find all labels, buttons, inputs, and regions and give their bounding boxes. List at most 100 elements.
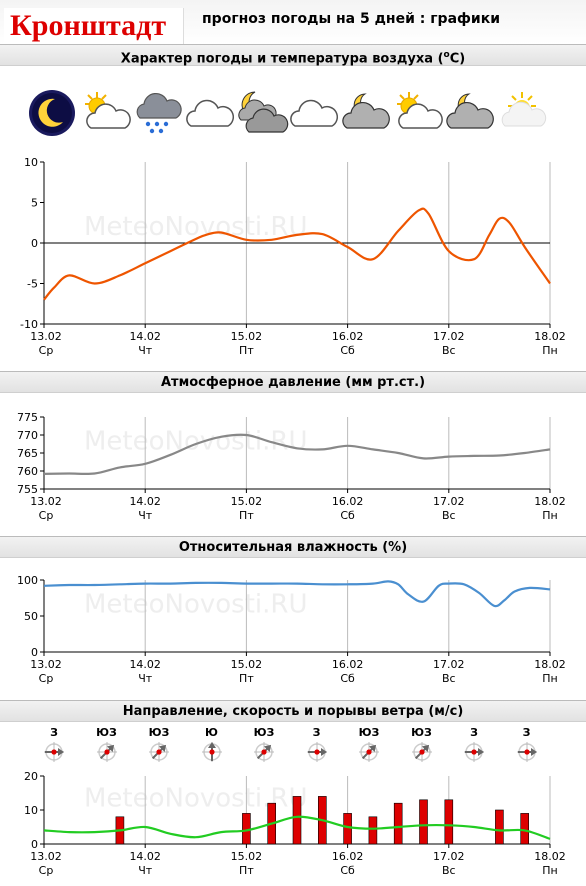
cloud-icon	[183, 88, 237, 142]
sun-cloud-icon	[79, 88, 133, 142]
gust-bar	[444, 799, 454, 845]
x-day-label: Вс	[442, 509, 456, 522]
wind-section-title: Направление, скорость и порывы ветра (м/…	[0, 700, 586, 722]
y-tick-label: 10	[24, 156, 38, 169]
pressure-line	[43, 433, 551, 476]
x-day-label: Пн	[542, 864, 557, 877]
wind-direction-item: ЮЗ	[87, 726, 127, 763]
x-date-label: 17.02	[433, 330, 465, 343]
gust-bar	[343, 813, 352, 845]
y-tick-label: 10	[24, 804, 38, 817]
x-date-label: 14.02	[129, 658, 161, 671]
wind-direction-label: ЮЗ	[253, 726, 275, 739]
gust-bar	[520, 813, 530, 845]
wind-direction-label: З	[50, 726, 58, 739]
x-date-label: 13.02	[30, 495, 62, 508]
y-tick-label: 775	[17, 411, 38, 424]
gust-bar	[292, 796, 302, 845]
weather-icon-row	[0, 88, 586, 144]
y-tick-label: 50	[24, 610, 38, 623]
sun-haze-icon	[495, 88, 549, 142]
gust-bar	[495, 809, 504, 845]
x-date-label: 15.02	[231, 495, 263, 508]
watermark: MeteoNovosti.RU	[84, 589, 308, 619]
temperature-section-title: Характер погоды и температура воздуха (o…	[0, 44, 586, 66]
gust-bar	[419, 799, 428, 845]
wind-direction-label: ЮЗ	[411, 726, 432, 739]
watermark: MeteoNovosti.RU	[84, 426, 308, 456]
pressure-section-title: Атмосферное давление (мм рт.ст.)	[0, 371, 586, 393]
x-day-label: Пт	[239, 672, 254, 685]
gust-bar	[368, 816, 378, 845]
x-day-label: Пт	[239, 864, 254, 877]
wind-direction-row: З ЮЗ ЮЗ Ю ЮЗ З ЮЗ ЮЗ З З	[0, 726, 586, 766]
humidity-section-title: Относительная влажность (%)	[0, 536, 586, 558]
x-date-label: 18.02	[534, 850, 566, 863]
temperature-title-unit: C)	[449, 51, 466, 67]
x-day-label: Пт	[239, 344, 254, 357]
x-date-label: 16.02	[332, 495, 364, 508]
wind-direction-label: З	[470, 726, 478, 739]
temperature-line	[43, 207, 551, 301]
y-tick-label: 100	[17, 574, 38, 587]
wind-direction-label: ЮЗ	[148, 726, 170, 739]
wind-arrow-icon	[244, 741, 284, 763]
wind-direction-label: Ю	[205, 726, 218, 739]
wind-direction-item: З	[34, 726, 74, 763]
y-tick-label: -10	[20, 318, 38, 331]
moon-cloud-icon	[339, 88, 393, 142]
x-day-label: Пн	[542, 344, 557, 357]
wind-direction-item: З	[454, 726, 494, 763]
wind-arrow-icon	[454, 741, 494, 763]
wind-arrow-icon	[297, 741, 337, 763]
x-date-label: 18.02	[534, 330, 566, 343]
temperature-title-text: Характер погоды и температура воздуха (	[120, 51, 444, 67]
moon-heavy-cloud-icon	[235, 88, 289, 142]
moon-clear-icon	[27, 88, 81, 142]
x-date-label: 17.02	[433, 850, 465, 863]
x-date-label: 15.02	[231, 330, 263, 343]
wind-arrow-icon	[139, 741, 179, 763]
x-day-label: Сб	[340, 864, 355, 877]
degree-mark: o	[443, 50, 450, 60]
wind-arrow-icon	[349, 741, 389, 763]
x-day-label: Чт	[138, 344, 153, 357]
y-tick-label: 5	[31, 197, 38, 210]
x-day-label: Чт	[138, 672, 153, 685]
y-tick-label: 770	[17, 429, 38, 442]
x-day-label: Вс	[442, 864, 456, 877]
x-date-label: 17.02	[433, 495, 465, 508]
x-date-label: 13.02	[30, 330, 62, 343]
x-day-label: Ср	[39, 672, 54, 685]
x-day-label: Пт	[239, 509, 254, 522]
cloud-icon	[287, 88, 341, 142]
x-day-label: Пн	[542, 672, 557, 685]
x-day-label: Ср	[39, 344, 54, 357]
x-day-label: Вс	[442, 344, 456, 357]
wind-arrow-icon	[34, 741, 74, 763]
wind-direction-item: ЮЗ	[349, 726, 389, 763]
wind-direction-label: З	[312, 726, 321, 739]
wind-direction-item: Ю	[192, 726, 232, 763]
wind-arrow-icon	[192, 741, 232, 763]
wind-chart: MeteoNovosti.RU2010013.02Ср14.02Чт15.02П…	[24, 770, 566, 877]
x-date-label: 16.02	[332, 658, 364, 671]
wind-direction-item: ЮЗ	[402, 726, 442, 763]
x-date-label: 18.02	[534, 495, 566, 508]
city-title: Кронштадт	[4, 8, 184, 44]
y-tick-label: 0	[31, 646, 38, 659]
humidity-line	[43, 580, 551, 608]
wind-direction-item: ЮЗ	[139, 726, 179, 763]
y-tick-label: 20	[24, 770, 38, 783]
x-day-label: Ср	[39, 864, 54, 877]
gust-bar	[393, 802, 403, 845]
x-day-label: Чт	[138, 509, 153, 522]
x-day-label: Пн	[542, 509, 557, 522]
x-day-label: Вс	[442, 672, 456, 685]
wind-direction-item: З	[297, 726, 337, 763]
wind-arrow-icon	[87, 741, 127, 763]
x-day-label: Сб	[340, 672, 355, 685]
